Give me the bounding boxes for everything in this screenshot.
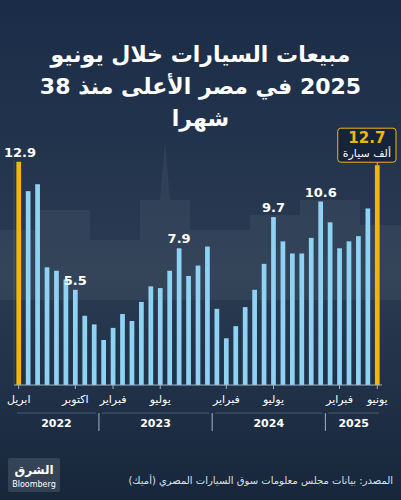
bar [82,316,87,385]
bar [356,236,361,385]
title-line: شهرا [172,106,229,132]
x-tick-label: فبراير [99,393,127,406]
bar [73,290,78,385]
title-line: 2025 في مصر الأعلى منذ 38 [40,72,361,100]
data-label: 12.7 [348,129,385,147]
year-separator [98,413,99,431]
year-label: 2024 [253,417,284,430]
bar [347,241,352,385]
data-label: 7.9 [168,231,191,246]
background [0,0,401,500]
bar [375,165,380,385]
baseline [14,385,382,386]
bar [205,247,210,385]
bar [318,202,323,385]
x-tick-label: فبراير [212,393,240,406]
bar [243,307,248,385]
chart: مبيعات السيارات خلال يونيو 2025 في مصر ال… [0,0,401,500]
logo-box [8,458,60,492]
x-tick [113,385,114,389]
highlight-label: 12.7ألف سيارة [338,128,396,165]
data-label: 12.9 [4,145,36,160]
bar [337,248,342,385]
bar [328,222,333,385]
bar [281,241,286,385]
bar [186,276,191,385]
x-tick-label: اكتوبر [61,393,88,406]
unit-label: ألف سيارة [343,146,391,160]
range-line [14,160,15,385]
bar [196,266,201,385]
bar [177,248,182,385]
x-tick [226,385,227,389]
bar [35,184,40,385]
bar [365,208,370,385]
x-tick [377,385,378,389]
title-group: مبيعات السيارات خلال يونيو 2025 في مصر ال… [40,42,361,132]
bar [215,309,220,385]
title-line: مبيعات السيارات خلال يونيو [50,42,351,68]
data-label: 5.5 [64,273,87,288]
year-label: 2022 [41,417,72,430]
bar [148,286,153,385]
year-separator [212,413,213,431]
x-tick [273,385,274,389]
year-label: 2023 [140,417,171,430]
bar [26,191,31,385]
bar [262,264,267,385]
bar [16,162,21,385]
bar [120,314,125,385]
year-span [17,413,96,414]
bar [290,253,295,385]
x-tick-label: فبراير [325,393,353,406]
x-tick-label: يوليو [149,393,171,406]
source: المصدر: بيانات مجلس معلومات سوق السيارات… [128,474,393,487]
logo-name: الشرق [14,463,53,477]
bar [64,279,69,385]
logo-partner: Bloomberg [12,480,56,489]
year-label: 2025 [338,417,369,430]
bar [54,271,59,385]
bar [45,267,50,385]
bar [92,324,97,385]
bar [158,288,163,385]
bars [16,162,379,385]
label-box [338,128,396,162]
title: مبيعات السيارات خلال يونيو 2025 في مصر ال… [40,42,361,132]
bar [309,238,314,385]
bar [111,328,116,385]
x-tick-label: يوليو [262,393,284,406]
bar [167,271,172,385]
x-tick [75,385,76,389]
bar [271,217,276,385]
x-tick-label: يونيو [366,393,388,406]
year-separator [325,413,326,431]
year-span [215,413,322,414]
data-label: 10.6 [305,185,337,200]
bar [101,340,106,385]
logo: الشرق Bloomberg [8,458,60,492]
bar [224,338,229,385]
x-tick [18,385,19,389]
label-stem [377,162,378,165]
data-label: 9.7 [262,200,285,215]
x-tick [160,385,161,389]
year-span [102,413,209,414]
bar [139,302,144,385]
x-tick [339,385,340,389]
bar [252,290,257,385]
bar [233,326,238,385]
year-span [328,413,379,414]
bar [299,253,304,385]
x-tick-label: ابريل [7,393,31,406]
bar [130,321,135,385]
